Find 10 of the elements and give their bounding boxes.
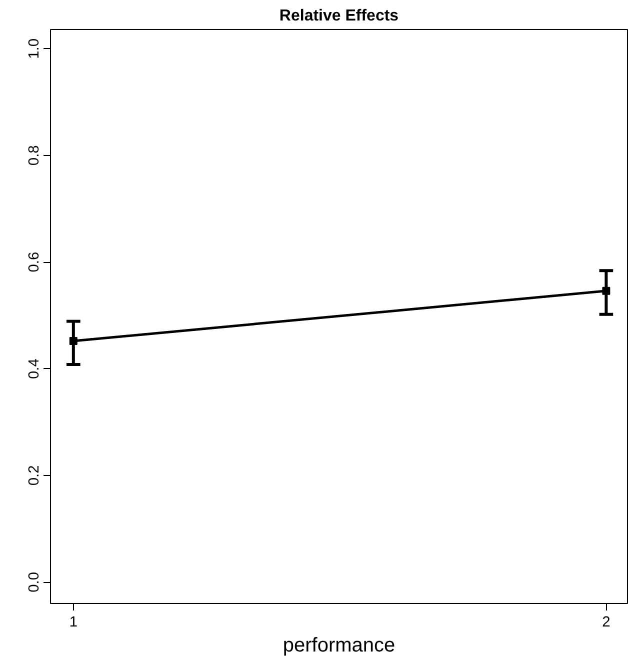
- x-tick-label: 1: [69, 614, 78, 630]
- x-axis-title: performance: [282, 634, 396, 656]
- y-tick-label: 0.2: [26, 465, 42, 486]
- y-tick-label: 0.6: [26, 252, 42, 272]
- y-tick-label: 1.0: [26, 38, 42, 59]
- y-tick-label: 0.0: [26, 572, 42, 592]
- chart-title: Relative Effects: [279, 8, 399, 24]
- y-tick-label: 0.4: [26, 358, 42, 379]
- y-tick-label: 0.8: [26, 145, 42, 166]
- x-tick-label: 2: [602, 614, 610, 630]
